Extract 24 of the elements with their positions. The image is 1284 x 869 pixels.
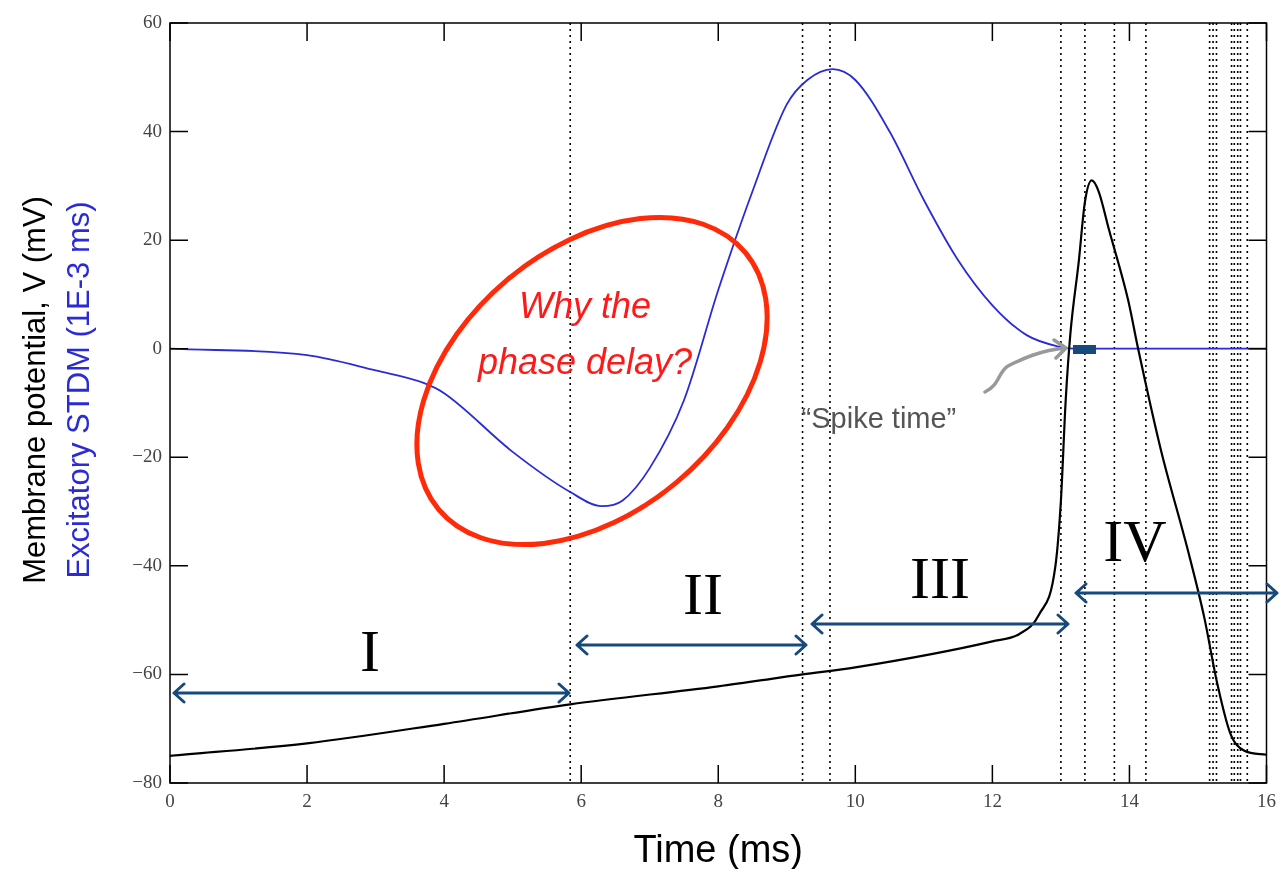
- x-tick-label: 4: [439, 790, 450, 812]
- x-tick-label: 8: [713, 790, 723, 812]
- annotation: I: [360, 617, 380, 684]
- x-tick-label: 12: [982, 790, 1002, 812]
- x-tick-label: 16: [1257, 790, 1276, 812]
- annotation: II: [683, 560, 723, 627]
- y-tick-label: 0: [152, 336, 162, 358]
- y-tick-label: −60: [132, 662, 162, 684]
- x-tick-label: 2: [302, 790, 312, 812]
- annotation: “Spike time”: [801, 402, 957, 435]
- annotation: Why the phase delay?: [476, 285, 693, 383]
- y-tick-label: 60: [143, 10, 162, 32]
- y-tick-label: −80: [132, 770, 162, 792]
- x-tick-label: 10: [845, 790, 865, 812]
- annotation: III: [910, 544, 970, 611]
- y-tick-label: 20: [143, 228, 162, 250]
- x-tick-label: 6: [576, 790, 586, 812]
- text: Excitatory STDM (1E-3 ms): [60, 201, 96, 579]
- text: Membrane potential, V (mV): [16, 196, 52, 584]
- y-tick-label: −40: [132, 553, 162, 575]
- annotation: IV: [1103, 507, 1167, 574]
- y-tick-label: 40: [143, 119, 162, 141]
- x-tick-label: 14: [1119, 790, 1140, 812]
- y-tick-label: −20: [132, 445, 162, 467]
